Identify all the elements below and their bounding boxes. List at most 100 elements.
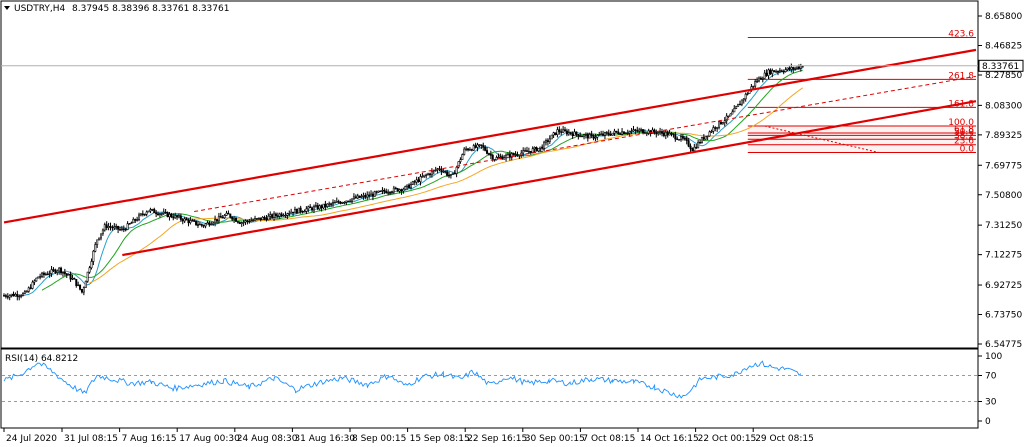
candle-body bbox=[714, 127, 717, 129]
candle-body bbox=[246, 220, 249, 222]
candle-body bbox=[491, 155, 494, 160]
candle-body bbox=[695, 146, 698, 149]
fib-anchor-line[interactable] bbox=[764, 125, 879, 153]
candle-body bbox=[678, 139, 681, 141]
channel-line[interactable] bbox=[3, 48, 977, 224]
candle-body bbox=[301, 211, 304, 213]
candle-body bbox=[657, 132, 660, 135]
candle-body bbox=[641, 129, 644, 134]
candle-body bbox=[676, 138, 679, 141]
candle-body bbox=[573, 131, 576, 137]
candle-body bbox=[160, 213, 163, 215]
candle-body bbox=[495, 157, 498, 161]
candle-body bbox=[149, 209, 152, 212]
candle-body bbox=[472, 145, 475, 151]
candle-body bbox=[406, 184, 409, 187]
candle-body bbox=[56, 270, 59, 273]
candle-body bbox=[60, 267, 63, 274]
candle-body bbox=[699, 141, 702, 144]
candle-body bbox=[474, 145, 477, 148]
candle-body bbox=[23, 291, 26, 294]
candle-body bbox=[738, 103, 741, 106]
candle-body bbox=[419, 176, 422, 182]
candle-body bbox=[240, 222, 243, 225]
candle-body bbox=[79, 284, 82, 290]
candle-body bbox=[428, 173, 431, 176]
candle-body bbox=[408, 184, 411, 189]
time-tick-label: 7 Aug 16:15 bbox=[122, 434, 177, 444]
candle-body bbox=[42, 272, 45, 275]
candle-body bbox=[465, 148, 468, 150]
candle-body bbox=[385, 191, 388, 194]
candle-body bbox=[383, 189, 386, 192]
candle-body bbox=[444, 171, 447, 173]
candle-body bbox=[706, 135, 709, 138]
candle-body bbox=[22, 292, 25, 296]
candle-body bbox=[328, 203, 331, 205]
candle-body bbox=[132, 218, 135, 224]
time-tick-label: 8 Sep 00:15 bbox=[352, 434, 406, 444]
candle-body bbox=[607, 132, 610, 135]
candle-body bbox=[107, 226, 110, 228]
candle-body bbox=[634, 129, 637, 131]
channel-layer[interactable] bbox=[3, 48, 977, 257]
channel-line[interactable] bbox=[122, 100, 977, 257]
candle-body bbox=[293, 208, 296, 214]
candle-body bbox=[364, 195, 367, 198]
candle-body bbox=[20, 295, 23, 297]
candle-body bbox=[596, 134, 599, 138]
candle-body bbox=[704, 135, 707, 140]
candle-body bbox=[332, 202, 335, 205]
collapse-triangle-icon[interactable] bbox=[4, 6, 10, 10]
candle-body bbox=[193, 220, 196, 222]
candle-body bbox=[58, 267, 61, 272]
candle-body bbox=[653, 129, 656, 133]
candle-body bbox=[603, 132, 606, 136]
candle-body bbox=[126, 223, 129, 230]
candle-body bbox=[516, 154, 519, 156]
candle-body bbox=[143, 213, 146, 216]
candle-body bbox=[113, 226, 116, 229]
candle-body bbox=[425, 174, 428, 176]
candle-body bbox=[373, 191, 376, 197]
rsi-tick-label: 30 bbox=[985, 398, 997, 408]
candle-body bbox=[297, 207, 300, 214]
candle-body bbox=[387, 192, 390, 194]
candle-body bbox=[265, 217, 268, 221]
candle-body bbox=[101, 229, 104, 235]
price-panel[interactable]: USDTRY,H4 8.37945 8.38396 8.33761 8.3376… bbox=[0, 0, 1024, 350]
candle-body bbox=[535, 147, 538, 152]
candle-body bbox=[670, 133, 673, 135]
candle-body bbox=[680, 136, 683, 140]
candle-body bbox=[799, 65, 802, 69]
candle-body bbox=[497, 156, 500, 159]
candle-body bbox=[756, 80, 759, 83]
candle-body bbox=[664, 131, 667, 136]
candle-body bbox=[662, 132, 665, 136]
candle-body bbox=[602, 133, 605, 136]
candle-body bbox=[267, 215, 270, 221]
candle-body bbox=[735, 106, 738, 109]
candle-body bbox=[290, 211, 293, 214]
candle-body bbox=[339, 202, 342, 204]
candle-body bbox=[196, 224, 199, 226]
candle-body bbox=[396, 188, 399, 192]
candle-body bbox=[172, 216, 175, 219]
candle-body bbox=[411, 181, 414, 185]
candle-body bbox=[583, 134, 586, 137]
candle-body bbox=[170, 213, 173, 218]
time-tick-label: 15 Sep 08:15 bbox=[410, 434, 470, 444]
candle-body bbox=[440, 168, 443, 172]
candle-body bbox=[784, 69, 787, 72]
channel-mid-line[interactable] bbox=[194, 75, 977, 213]
candle-body bbox=[702, 137, 705, 140]
candle-body bbox=[343, 201, 346, 204]
candle-body bbox=[390, 191, 393, 194]
candle-body bbox=[354, 196, 357, 199]
rsi-panel[interactable]: RSI(14) 64.8212 100 70 30 0 bbox=[0, 348, 1002, 429]
candle-body bbox=[712, 127, 715, 132]
price-axis-ticks: 8.65800 8.46825 8.27850 8.08300 7.89325 7.697… bbox=[978, 12, 1022, 350]
candle-body bbox=[191, 220, 194, 222]
candle-body bbox=[522, 150, 525, 154]
